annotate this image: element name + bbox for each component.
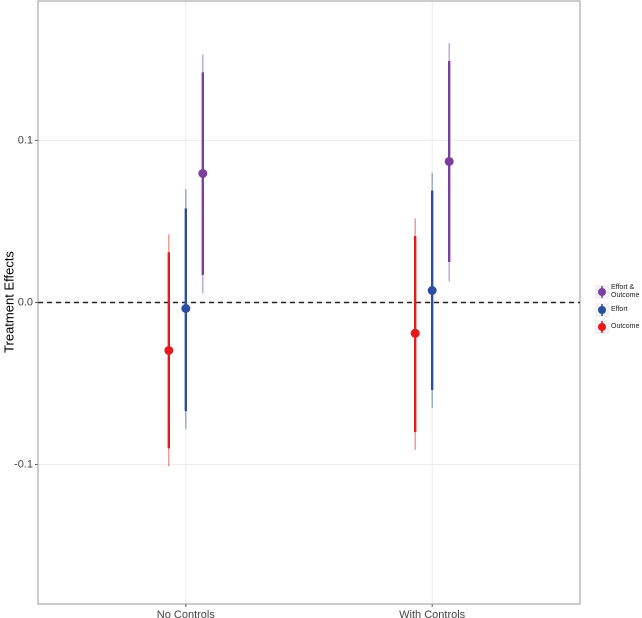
legend-item: Outcome <box>595 320 642 334</box>
y-tick-label: -0.1 <box>14 459 33 471</box>
legend-item: Effort <box>595 303 642 317</box>
legend-item: Effort & Outcome <box>595 284 642 300</box>
legend-label: Effort <box>611 306 628 313</box>
point <box>164 345 174 355</box>
legend-label: Effort & Outcome <box>611 284 640 299</box>
point <box>410 328 420 338</box>
x-tick-label: With Controls <box>399 609 466 618</box>
point <box>198 168 208 178</box>
point <box>427 286 437 296</box>
y-axis-label: Treatment Effects <box>1 251 16 353</box>
point <box>181 303 191 313</box>
point <box>444 156 454 166</box>
legend-label: Outcome <box>611 323 640 330</box>
y-tick-label: 0.1 <box>18 134 33 146</box>
legend-key <box>595 320 609 334</box>
legend-key <box>595 285 609 299</box>
x-tick-label: No Controls <box>157 609 216 618</box>
legend-key <box>595 303 609 317</box>
y-tick-label: 0.0 <box>18 296 33 308</box>
legend: Effort & Outcome Effort Outcome <box>595 284 642 337</box>
